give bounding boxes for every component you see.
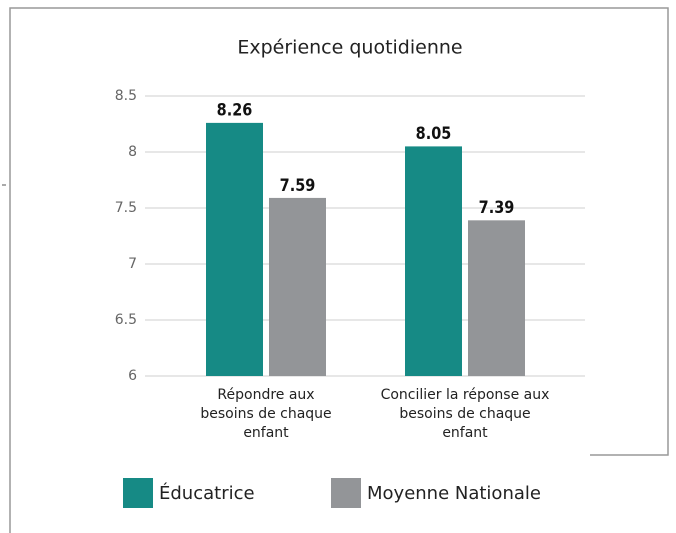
value-label: 7.59 [280,175,316,195]
value-label: 8.05 [416,123,452,143]
y-tick-label: 7 [128,256,137,272]
chart-title: Expérience quotidienne [237,37,462,59]
legend-swatch [123,478,153,508]
y-tick-label: 6.5 [115,312,137,328]
y-tick-label: 6 [128,368,137,384]
bar [269,197,326,376]
bar [405,146,462,376]
y-tick-label: 8 [128,144,137,160]
value-label: 7.39 [479,197,515,217]
value-label: 8.26 [217,100,253,120]
y-tick-label: 7.5 [115,200,137,216]
y-tick-label: 8.5 [115,88,137,104]
bar [468,220,525,376]
frame [9,7,669,533]
x-tick-label: Répondre aux besoins de chaque enfant [200,387,332,441]
legend-label: Moyenne Nationale [367,483,541,504]
legend-label: Éducatrice [159,482,255,504]
legend-swatch [331,478,361,508]
x-tick-label: Concilier la réponse aux besoins de chaq… [380,387,550,441]
bar [206,122,263,376]
